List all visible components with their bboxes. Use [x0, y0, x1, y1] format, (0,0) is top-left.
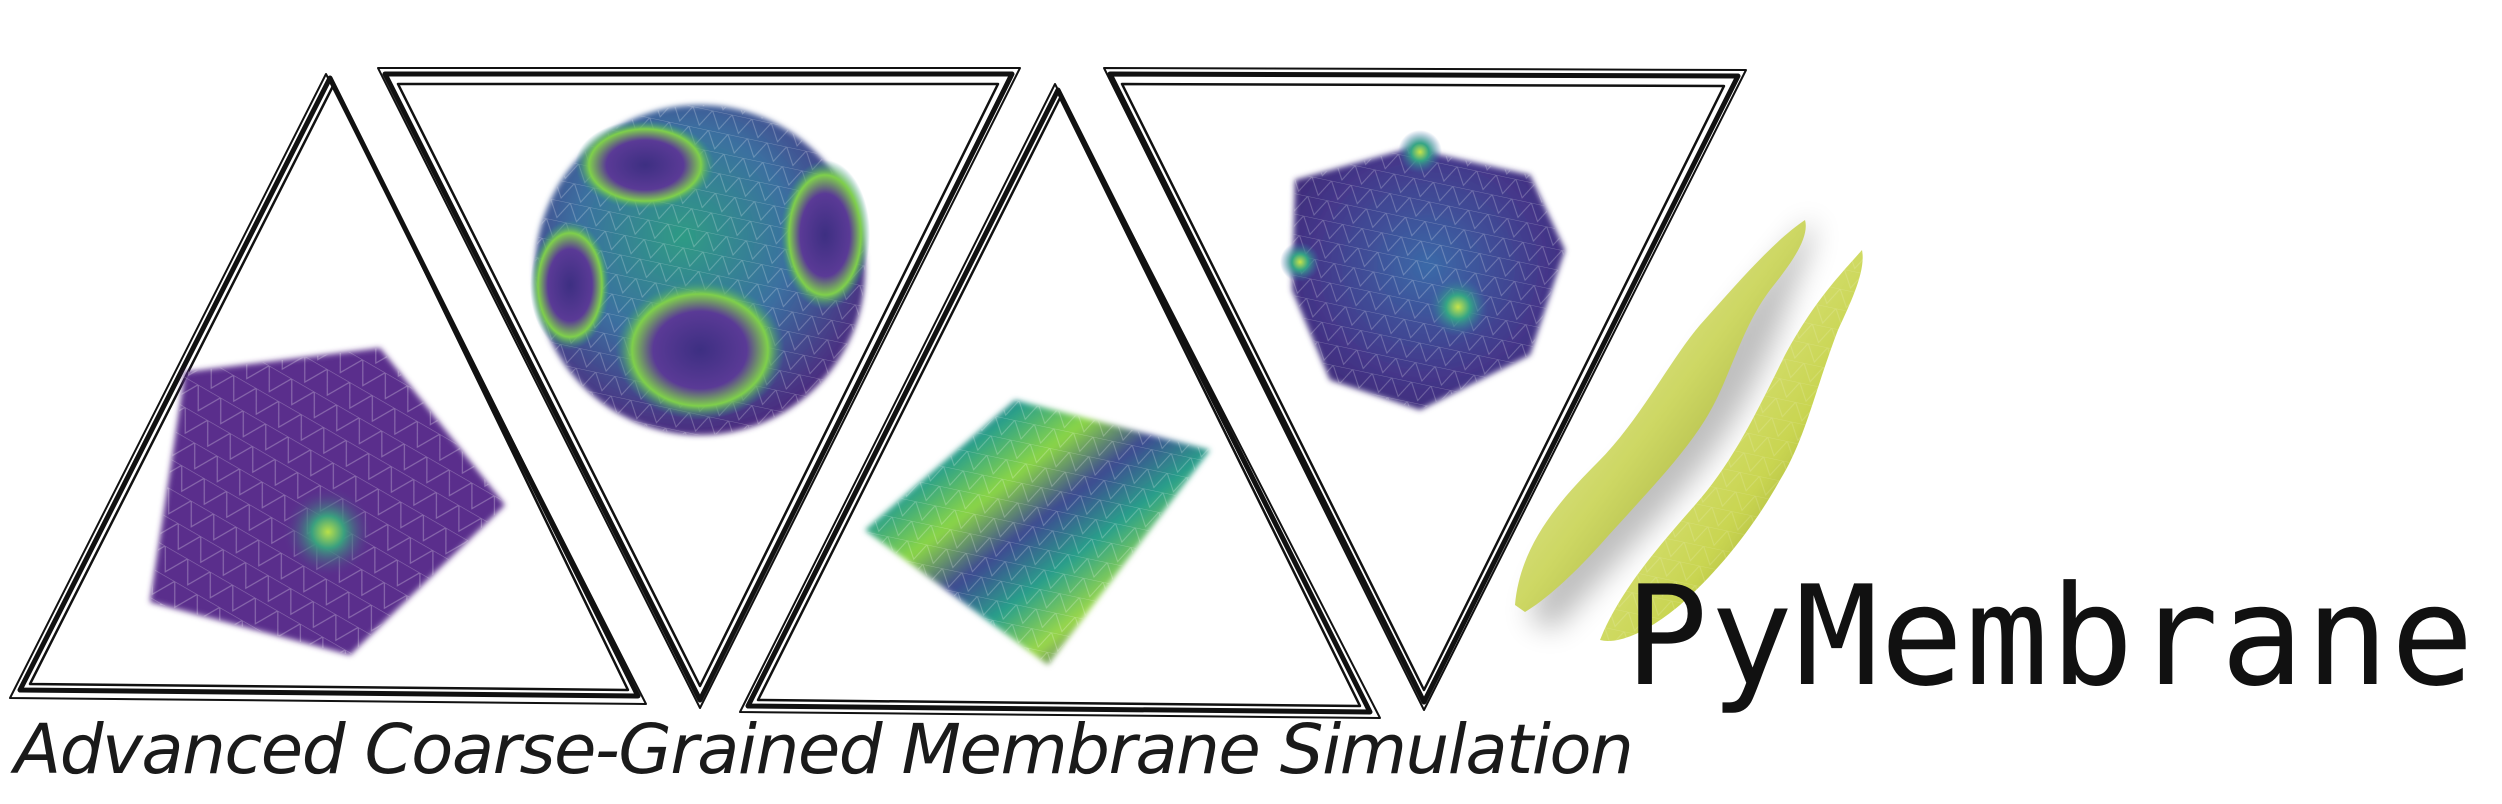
flat-membrane-patch [150, 348, 505, 655]
logo-wordmark: PyMembrane [1625, 556, 2476, 717]
panel-icosahedron [1103, 67, 1747, 711]
panel-flat-patch [9, 73, 647, 705]
panel-ripple [739, 83, 1381, 719]
icosahedral-vesicle [1280, 130, 1565, 410]
cell-membrane-icon [1515, 220, 1863, 641]
panel-sphere [377, 67, 1021, 709]
deformed-vesicle [530, 105, 870, 435]
tagline: Advanced Coarse-Grained Membrane Simulat… [14, 710, 1634, 790]
rippled-membrane-sheet [865, 400, 1210, 665]
